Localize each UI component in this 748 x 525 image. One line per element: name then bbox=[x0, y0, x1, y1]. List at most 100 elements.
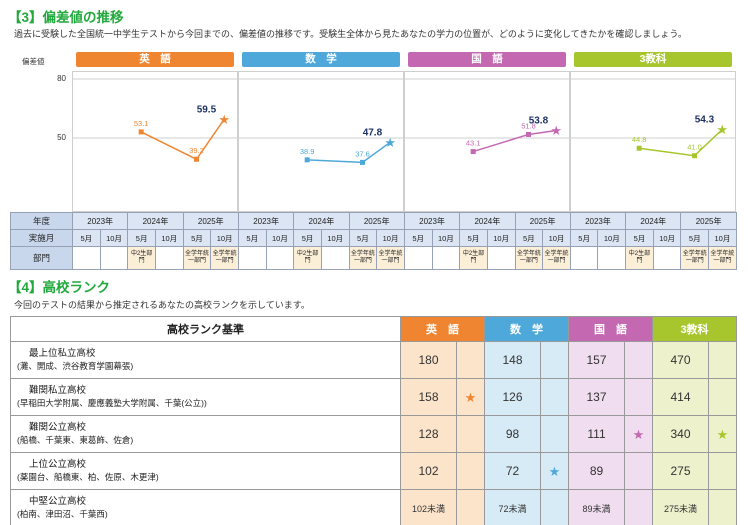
division-cell: 全学年統一部門 bbox=[680, 246, 710, 270]
your-rank-star-icon: ★ bbox=[540, 452, 569, 490]
chart-plot-area: 38.9 37.6 ★47.8 bbox=[238, 71, 404, 212]
month-cell: 10月 bbox=[154, 229, 184, 247]
section3-title: 【3】偏差値の推移 bbox=[8, 10, 124, 25]
data-point-marker bbox=[636, 145, 642, 151]
division-cell-empty bbox=[237, 246, 267, 270]
axis-row-label-year: 年度 bbox=[10, 212, 73, 230]
current-point-star-marker: ★ bbox=[550, 123, 562, 138]
data-point-marker bbox=[526, 131, 531, 137]
rank-score-cell: 111 bbox=[568, 415, 625, 453]
chart-subject-header: 3教科 bbox=[574, 52, 732, 67]
rank-score-cell: 158 bbox=[400, 378, 457, 416]
rank-table-row: 難関私立高校 (早稲田大学附属、慶應義塾大学附属、千葉(公立)) 158 ★ 126 13… bbox=[10, 378, 737, 416]
rank-table-row: 上位公立高校 (薬園台、船橋東、柏、佐原、木更津) 102 72 ★ 89 275 bbox=[10, 452, 737, 490]
month-cell: 10月 bbox=[210, 229, 239, 247]
year-cell: 2023年 bbox=[71, 212, 129, 230]
division-cell: 全学年統一部門 bbox=[542, 246, 571, 270]
rank-school-cell: 難関私立高校 (早稲田大学附属、慶應義塾大学附属、千葉(公立)) bbox=[10, 378, 401, 416]
y-axis-tick: 80 bbox=[57, 74, 66, 83]
rank-score-cell: 470 bbox=[652, 341, 709, 379]
data-point-value-label: 39.2 bbox=[189, 146, 204, 155]
rank-star-cell-empty bbox=[708, 489, 737, 525]
division-cell: 全学年統一部門 bbox=[514, 246, 544, 270]
rank-score-cell: 180 bbox=[400, 341, 457, 379]
division-cell: 中2生部門 bbox=[625, 246, 654, 270]
division-cell: 全学年統一部門 bbox=[708, 246, 737, 270]
y-axis-label: 偏差値 bbox=[22, 57, 45, 66]
chart-subject-header: 国 語 bbox=[408, 52, 566, 67]
rank-score-cell: 128 bbox=[400, 415, 457, 453]
year-cell: 2025年 bbox=[514, 212, 571, 230]
rank-score-cell: 275 bbox=[652, 452, 709, 490]
data-point-marker bbox=[470, 149, 476, 155]
rank-example-schools: (船橋、千葉東、東葛飾、佐倉) bbox=[17, 434, 134, 445]
year-cell: 2023年 bbox=[237, 212, 295, 230]
rank-star-cell-empty bbox=[624, 452, 653, 490]
highschool-rank-table: 高校ランク基準英 語数 学国 語 3教科 最上位私立高校 (灘、開成、渋谷教育学園幕張… bbox=[10, 316, 737, 525]
data-point-value-label: 53.1 bbox=[134, 119, 149, 128]
chart-axis-table: 年度 2023年 2024年 2025年 2023年 2024年 2025年 2023年 202… bbox=[10, 212, 737, 270]
rank-subject-header: 数 学 bbox=[484, 316, 569, 342]
data-point-marker bbox=[360, 159, 365, 165]
rank-star-cell-empty bbox=[708, 341, 737, 379]
division-cell-empty bbox=[99, 246, 129, 270]
chart-subject-header: 数 学 bbox=[242, 52, 400, 67]
axis-row-label-division: 部門 bbox=[10, 246, 73, 270]
rank-name: 難関公立高校 bbox=[29, 421, 87, 433]
rank-table-row: 難関公立高校 (船橋、千葉東、東葛飾、佐倉) 128 98 111 ★ 340 ★ bbox=[10, 415, 737, 453]
rank-criteria-header: 高校ランク基準 bbox=[10, 316, 401, 342]
division-cell: 全学年統一部門 bbox=[376, 246, 405, 270]
data-point-value-label: 37.6 bbox=[355, 149, 370, 158]
data-point-value-label: 54.3 bbox=[695, 115, 715, 126]
month-cell: 10月 bbox=[708, 229, 737, 247]
rank-example-schools: (早稲田大学附属、慶應義塾大学附属、千葉(公立)) bbox=[17, 397, 207, 408]
rank-score-cell: 89 bbox=[568, 452, 625, 490]
rank-subject-header: 英 語 bbox=[400, 316, 485, 342]
rank-school-cell: 中堅公立高校 (柏南、津田沼、千葉西) bbox=[10, 489, 401, 525]
year-cell: 2024年 bbox=[127, 212, 184, 230]
current-point-star-marker: ★ bbox=[384, 135, 396, 150]
division-cell: 全学年統一部門 bbox=[210, 246, 239, 270]
division-cell-empty bbox=[652, 246, 682, 270]
your-rank-star-icon: ★ bbox=[708, 415, 737, 453]
division-cell-empty bbox=[486, 246, 516, 270]
division-cell: 全学年統一部門 bbox=[182, 246, 212, 270]
data-point-value-label: 51.8 bbox=[521, 121, 536, 130]
rank-subject-header: 3教科 bbox=[652, 316, 737, 342]
division-cell: 中2生部門 bbox=[127, 246, 156, 270]
rank-school-cell: 上位公立高校 (薬園台、船橋東、柏、佐原、木更津) bbox=[10, 452, 401, 490]
rank-name: 中堅公立高校 bbox=[29, 495, 87, 507]
chart-plot-area: 44.8 41.0 ★54.3 bbox=[570, 71, 736, 212]
your-rank-star-icon: ★ bbox=[624, 415, 653, 453]
chart-panel-3: 国 語 43.1 51.8 ★ 53.8 bbox=[404, 52, 570, 212]
rank-table-row: 最上位私立高校 (灘、開成、渋谷教育学園幕張) 180 148 157 470 bbox=[10, 341, 737, 379]
data-point-value-label: 44.8 bbox=[632, 135, 647, 144]
month-cell: 10月 bbox=[376, 229, 405, 247]
current-point-star-marker: ★ bbox=[716, 122, 728, 137]
month-cell: 5月 bbox=[348, 229, 378, 247]
division-cell-empty bbox=[597, 246, 627, 270]
division-cell-empty bbox=[320, 246, 350, 270]
division-cell-empty bbox=[72, 246, 101, 270]
month-cell: 5月 bbox=[403, 229, 433, 247]
rank-star-cell-empty bbox=[708, 452, 737, 490]
rank-star-cell-empty bbox=[540, 378, 569, 416]
division-cell: 全学年統一部門 bbox=[348, 246, 378, 270]
division-cell-empty bbox=[569, 246, 599, 270]
rank-score-cell: 414 bbox=[652, 378, 709, 416]
rank-star-cell-empty bbox=[540, 341, 569, 379]
chart-panel-1: 英 語 53.1 39.2 ★ 59.5 bbox=[72, 52, 238, 212]
rank-star-cell-empty bbox=[456, 415, 485, 453]
division-cell-empty bbox=[265, 246, 295, 270]
chart-panel-4: 3教科 44.8 41.0 ★ 54.3 bbox=[570, 52, 736, 212]
month-cell: 5月 bbox=[293, 229, 322, 247]
month-cell: 5月 bbox=[680, 229, 710, 247]
rank-name: 難関私立高校 bbox=[29, 384, 87, 396]
rank-example-schools: (柏南、津田沼、千葉西) bbox=[17, 508, 108, 519]
current-point-star-marker: ★ bbox=[218, 112, 230, 127]
month-cell: 10月 bbox=[542, 229, 571, 247]
rank-example-schools: (灘、開成、渋谷教育学園幕張) bbox=[17, 360, 134, 371]
rank-score-cell: 89未満 bbox=[568, 489, 625, 525]
month-cell: 5月 bbox=[569, 229, 599, 247]
year-cell: 2025年 bbox=[348, 212, 405, 230]
